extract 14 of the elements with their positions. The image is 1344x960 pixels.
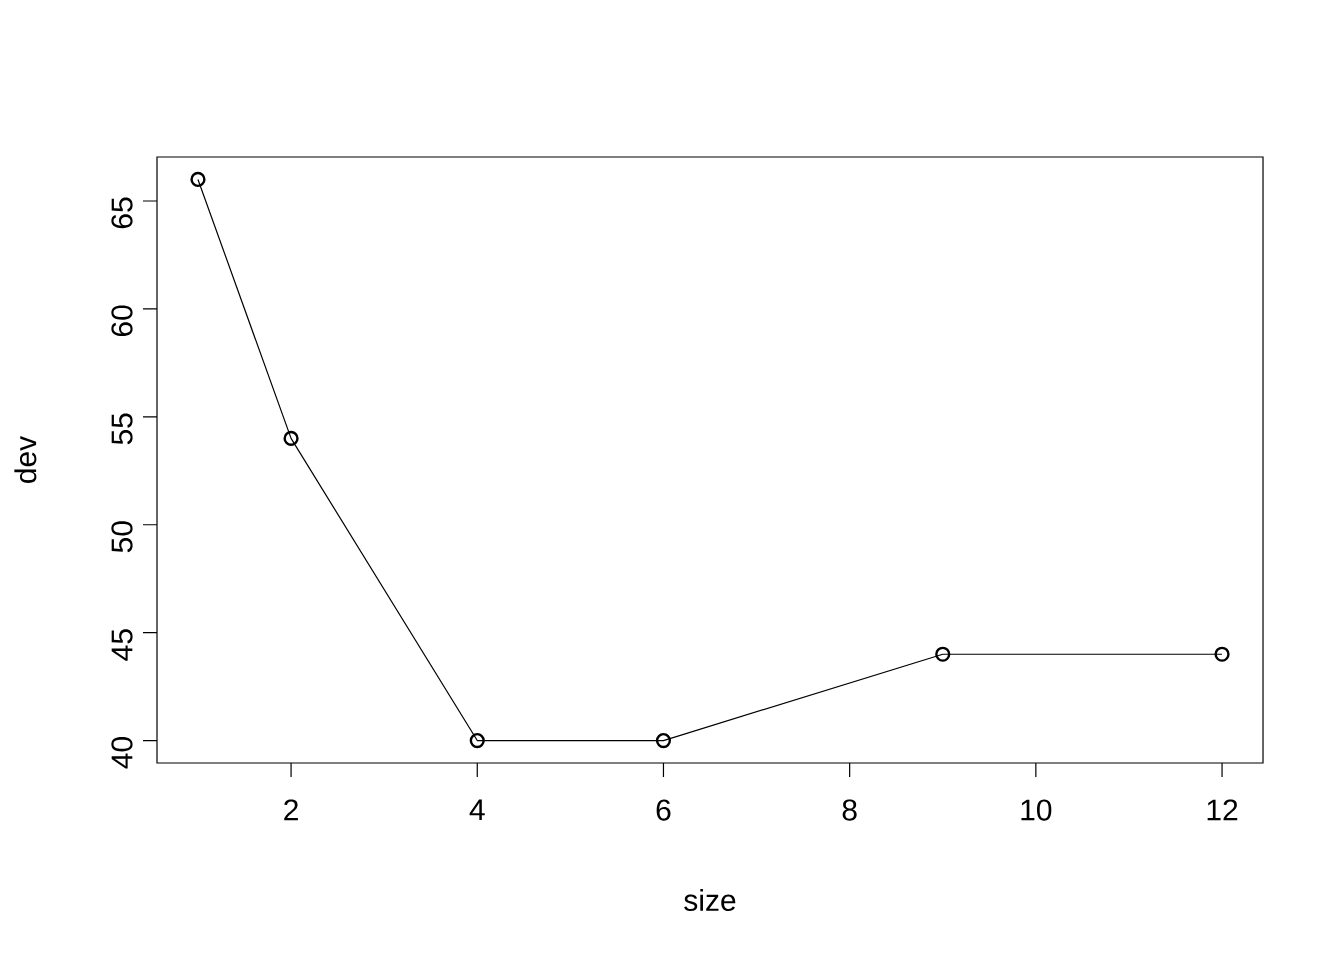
y-tick-label: 65 — [111, 197, 133, 229]
y-tick-label: 55 — [111, 413, 133, 445]
y-axis-title: dev — [14, 435, 37, 483]
y-tick-label: 60 — [111, 305, 133, 337]
x-tick-label: 2 — [284, 799, 298, 821]
x-tick-label: 4 — [469, 799, 485, 821]
x-tick-label: 10 — [1021, 799, 1052, 821]
y-tick-label: 50 — [111, 521, 133, 553]
x-tick-label: 8 — [842, 799, 857, 821]
y-tick-label: 45 — [111, 629, 133, 661]
x-tick-label: 6 — [656, 799, 671, 821]
y-tick-label: 40 — [111, 737, 133, 769]
x-tick-label: 12 — [1207, 799, 1238, 821]
x-axis-title: size — [684, 888, 736, 911]
